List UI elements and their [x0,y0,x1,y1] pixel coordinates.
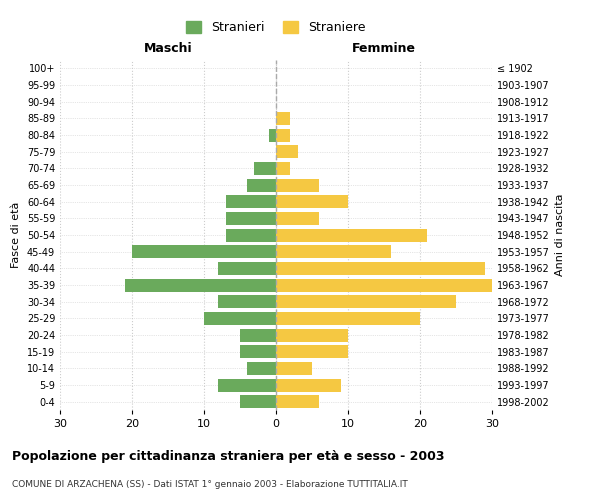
Bar [240,328,276,342]
Bar [276,328,348,342]
Bar [276,278,492,291]
Bar [240,345,276,358]
Bar [247,362,276,375]
Bar [276,212,319,225]
Bar [254,162,276,175]
Bar [125,278,276,291]
Bar [276,345,348,358]
Legend: Stranieri, Straniere: Stranieri, Straniere [181,16,371,40]
Bar [276,362,312,375]
Bar [226,195,276,208]
Y-axis label: Fasce di età: Fasce di età [11,202,21,268]
Bar [218,378,276,392]
Text: Femmine: Femmine [352,42,416,55]
Bar [276,262,485,275]
Bar [226,228,276,241]
Text: COMUNE DI ARZACHENA (SS) - Dati ISTAT 1° gennaio 2003 - Elaborazione TUTTITALIA.: COMUNE DI ARZACHENA (SS) - Dati ISTAT 1°… [12,480,408,489]
Bar [276,112,290,125]
Bar [132,245,276,258]
Bar [276,145,298,158]
Text: Popolazione per cittadinanza straniera per età e sesso - 2003: Popolazione per cittadinanza straniera p… [12,450,445,463]
Bar [240,395,276,408]
Bar [204,312,276,325]
Bar [226,212,276,225]
Bar [276,178,319,192]
Bar [247,178,276,192]
Text: Maschi: Maschi [143,42,193,55]
Bar [269,128,276,141]
Y-axis label: Anni di nascita: Anni di nascita [555,194,565,276]
Bar [276,228,427,241]
Bar [276,245,391,258]
Bar [276,378,341,392]
Bar [276,395,319,408]
Bar [276,312,420,325]
Bar [276,128,290,141]
Bar [218,295,276,308]
Bar [276,295,456,308]
Bar [276,162,290,175]
Bar [218,262,276,275]
Bar [276,195,348,208]
